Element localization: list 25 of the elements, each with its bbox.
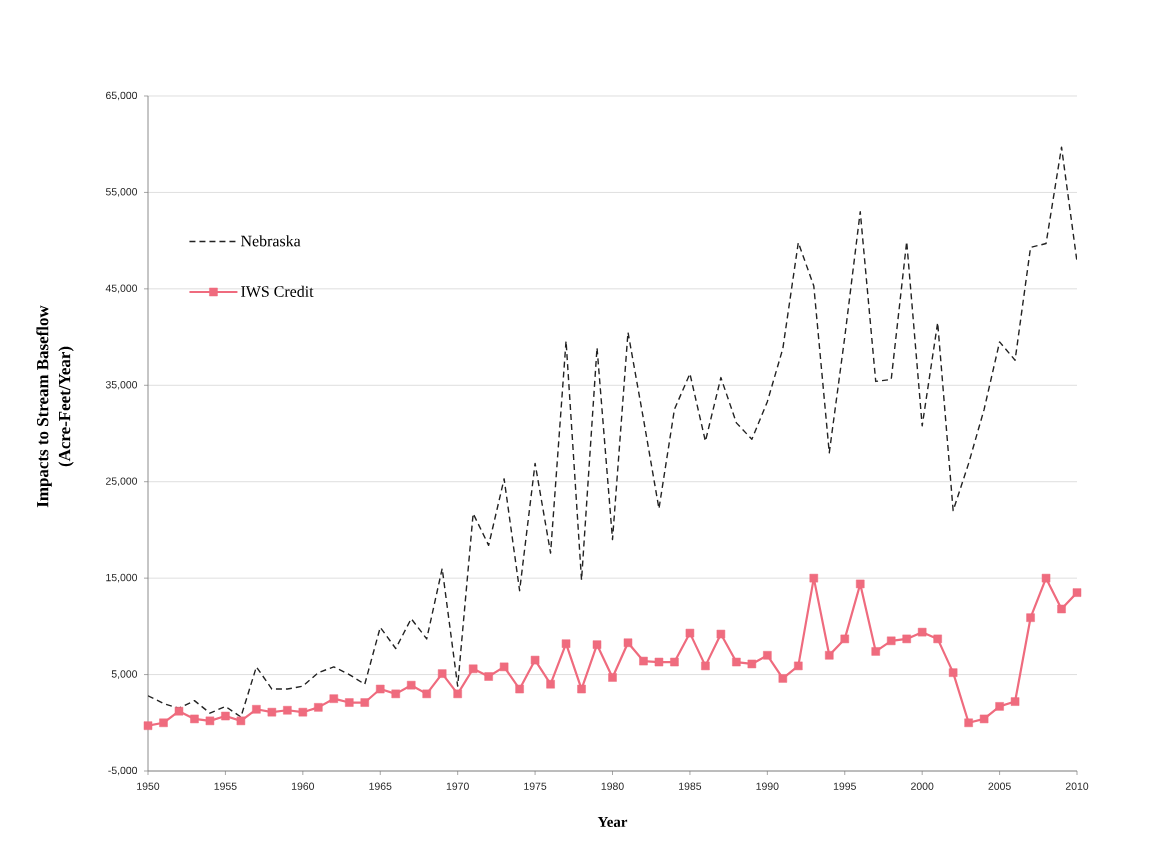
x-tick-label: 1970 [446, 782, 469, 790]
y-tick-label: 35,000 [105, 380, 138, 390]
y-tick-label: 45,000 [105, 284, 138, 294]
x-tick-label: 1950 [137, 782, 160, 790]
legend-label: Nebraska [240, 235, 301, 247]
y-axis-title: Impacts to Stream Baseflow (Acre-Feet/Year) [36, 305, 74, 508]
x-tick-label: 1965 [369, 782, 392, 790]
y-tick-label: -5,000 [108, 766, 138, 776]
x-tick-label: 2010 [1065, 782, 1089, 790]
y-tick-label: 55,000 [105, 188, 138, 197]
x-tick-label: 1955 [214, 782, 237, 790]
y-tick-label: 15,000 [106, 573, 138, 583]
x-tick-label: 1985 [679, 782, 702, 790]
legend-label: IWS Credit [241, 285, 314, 298]
x-tick-label: 2000 [911, 782, 934, 790]
x-tick-label: 1975 [524, 782, 547, 790]
y-tick-label: 25,000 [106, 477, 138, 487]
x-tick-label: 1980 [601, 782, 624, 790]
x-tick-label: 1995 [833, 782, 856, 790]
x-tick-label: 1960 [292, 782, 315, 790]
x-tick-label: 1990 [756, 782, 779, 790]
x-axis-title: Year [597, 817, 628, 827]
x-tick-label: 2005 [988, 782, 1011, 790]
y-tick-label: 5,000 [111, 670, 138, 679]
y-tick-label: 65,000 [106, 91, 138, 101]
